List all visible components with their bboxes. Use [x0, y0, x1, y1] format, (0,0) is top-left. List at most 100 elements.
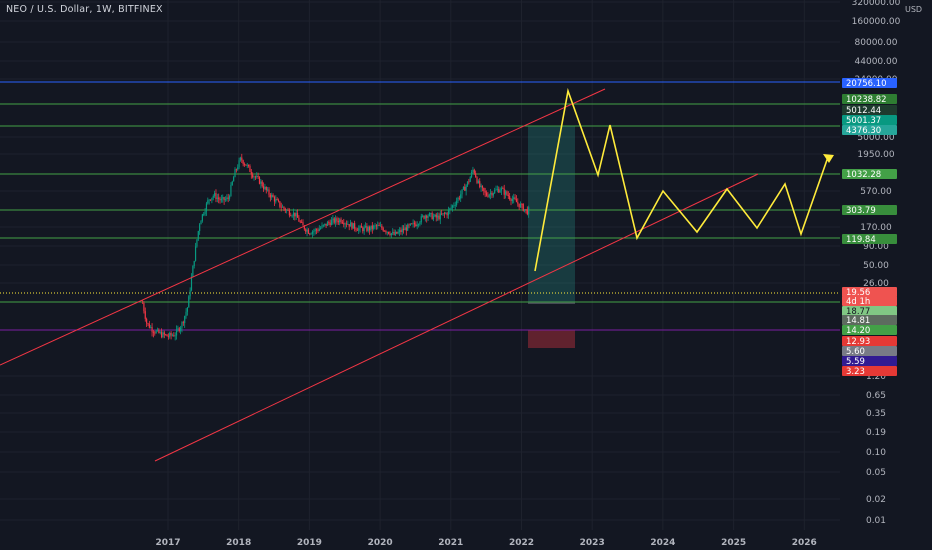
candle-body: [370, 225, 372, 231]
price-tag-label: 5012.44: [846, 106, 881, 116]
candle-body: [196, 239, 198, 247]
candle-body: [170, 332, 172, 336]
candle-body: [253, 176, 255, 178]
y-tick-label: 570.00: [860, 187, 892, 197]
price-tag-label: 119.84: [846, 235, 876, 245]
candle-body: [457, 197, 459, 202]
candle-body: [230, 184, 232, 197]
candle-body: [475, 173, 477, 178]
candle-body: [345, 223, 348, 225]
candle-body: [212, 195, 214, 198]
candle-body: [204, 211, 206, 215]
price-tag-label: 303.79: [846, 206, 876, 216]
candle-body: [151, 327, 153, 332]
candle-body: [311, 231, 314, 234]
candle-body: [363, 227, 365, 232]
candle-body: [488, 194, 490, 197]
y-tick-label: 160000.00: [852, 17, 901, 27]
candle-body: [325, 223, 327, 226]
candle-body: [199, 224, 201, 232]
candle-body: [228, 196, 231, 199]
candle-body: [188, 296, 190, 308]
price-tag-bg: [842, 346, 897, 356]
candle-body: [242, 160, 244, 165]
candle-body: [275, 199, 277, 202]
candle-body: [386, 231, 388, 233]
candle-body: [306, 229, 308, 232]
price-tag: 20756.10: [842, 78, 897, 89]
currency-label[interactable]: USD: [904, 5, 924, 14]
y-tick-label: 44000.00: [855, 57, 898, 67]
candle-body: [480, 185, 482, 188]
entry-zone: [528, 302, 575, 304]
projection-polyline[interactable]: [534, 87, 829, 272]
candle-body: [343, 222, 345, 225]
candle-body: [192, 265, 194, 277]
candle-body: [167, 336, 169, 337]
candle-body: [265, 186, 267, 191]
candle-body: [436, 215, 439, 218]
candle-body: [415, 224, 417, 227]
candle-body: [150, 327, 152, 328]
target-zone: [528, 126, 575, 302]
channel-upper-line[interactable]: [0, 88, 606, 366]
candle-body: [321, 225, 323, 228]
candle-body: [356, 229, 358, 231]
price-tag-bg: [842, 205, 897, 215]
candle-body: [494, 190, 496, 194]
candle-body: [310, 233, 312, 235]
candle-body: [514, 197, 516, 200]
x-tick-label: 2022: [509, 538, 534, 548]
candle-body: [397, 231, 399, 234]
candle-body: [257, 176, 259, 178]
candle-body: [268, 189, 270, 195]
candle-body: [294, 212, 296, 217]
y-tick-label: 26.00: [863, 279, 889, 289]
candle-body: [281, 206, 284, 208]
candle-body: [272, 194, 274, 198]
candle-body: [518, 203, 520, 208]
candle-body: [358, 228, 360, 231]
candle-body: [254, 176, 256, 178]
candle-body: [375, 225, 378, 227]
candle-body: [340, 219, 342, 223]
candle-body: [201, 214, 203, 221]
candle-body: [292, 212, 295, 216]
candle-body: [504, 191, 507, 195]
candle-body: [307, 229, 310, 234]
candle-body: [175, 329, 178, 336]
x-tick-label: 2020: [368, 538, 393, 548]
candle-body: [367, 226, 369, 231]
candle-body: [250, 172, 252, 175]
candle-body: [388, 231, 390, 234]
candle-body: [500, 188, 503, 191]
candle-body: [288, 210, 290, 216]
price-tag-bg: [842, 115, 897, 125]
candle-body: [178, 328, 180, 331]
y-tick-label: 0.02: [866, 495, 886, 505]
price-tag-bg: [842, 315, 897, 325]
channel-lower-line[interactable]: [154, 173, 759, 462]
candle-body: [160, 332, 163, 338]
candle-body: [324, 223, 326, 225]
candle-body: [435, 214, 437, 218]
candle-body: [207, 200, 209, 204]
price-tag: 4376.30: [842, 125, 897, 136]
candle-body: [523, 209, 526, 211]
candle-body: [166, 334, 168, 337]
candle-body: [526, 209, 528, 215]
candle-body: [525, 209, 527, 210]
candle-body: [273, 197, 276, 202]
candle-body: [510, 199, 512, 201]
candle-body: [322, 224, 324, 226]
candle-body: [214, 193, 216, 196]
candle-body: [155, 330, 157, 334]
candle-body: [447, 210, 450, 216]
y-tick-label: 0.19: [866, 428, 886, 438]
time-axis[interactable]: 2017 2018 2019 2020 2021 2022 2023 2024 2025 2026: [155, 538, 816, 548]
price-tag-bg: [842, 296, 897, 306]
candle-body: [337, 220, 339, 223]
price-tag: 14.81: [842, 315, 897, 326]
projection-path: [534, 87, 834, 272]
